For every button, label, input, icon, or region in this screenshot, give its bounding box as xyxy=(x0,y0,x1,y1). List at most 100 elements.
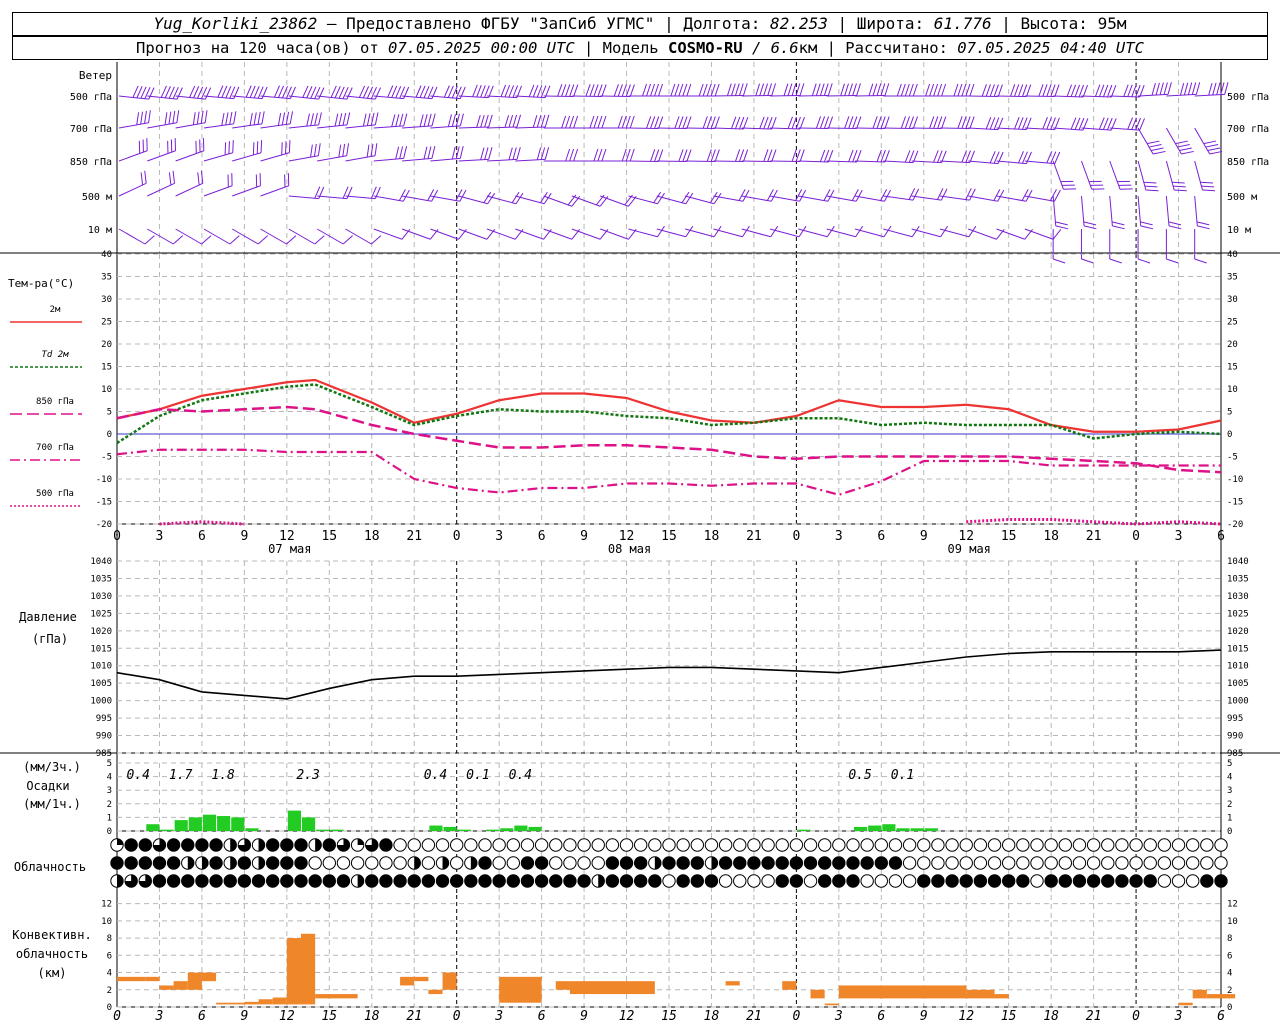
y-tick-label: 995 xyxy=(96,714,112,724)
wind-barb xyxy=(628,83,664,97)
wind-barb xyxy=(854,83,890,97)
cloud-symbol xyxy=(577,856,591,870)
wind-barb xyxy=(515,191,552,205)
y-tick-label-right: 985 xyxy=(1227,749,1243,759)
wind-barb xyxy=(345,112,379,129)
cloud-symbol xyxy=(775,856,789,870)
cloud-symbol xyxy=(549,838,563,852)
y-tick-label-right: 0 xyxy=(1227,430,1232,440)
cloud-symbol xyxy=(365,856,379,870)
cloud-symbol xyxy=(676,874,690,888)
wind-level-label-right: 10 м xyxy=(1227,225,1251,236)
wind-level-label-right: 850 гПа xyxy=(1227,157,1269,168)
x-tick-label: 6 xyxy=(538,529,546,544)
wind-barb xyxy=(854,225,892,238)
cloud-symbol xyxy=(690,838,705,852)
wind-barb xyxy=(402,85,438,100)
cloud-symbol xyxy=(280,874,294,888)
cloud-symbol xyxy=(478,838,492,852)
precip-bar xyxy=(486,829,500,831)
cloud-symbol xyxy=(704,874,719,888)
cloud-symbol xyxy=(1030,838,1044,852)
convective-bar xyxy=(782,981,797,990)
wind-barb xyxy=(826,189,863,202)
model-label: | Модель xyxy=(574,39,668,57)
title-bar: Yug_Korliki_23862 – Предоставлено ФГБУ "… xyxy=(12,12,1268,36)
cloud-symbol xyxy=(987,874,1002,888)
wind-barb xyxy=(1165,195,1182,230)
wind-barb xyxy=(628,149,664,163)
wind-barb xyxy=(1024,189,1061,202)
x-tick-label: 6 xyxy=(1217,529,1225,544)
cloud-symbol xyxy=(563,838,577,852)
wind-barb xyxy=(1165,229,1179,264)
cloud-symbol xyxy=(379,874,393,888)
cloud-half xyxy=(711,856,718,870)
cloud-symbol xyxy=(605,856,620,870)
wind-barb xyxy=(373,113,408,129)
convective-bar xyxy=(1178,1002,1193,1006)
cloud-symbol xyxy=(322,874,337,888)
x-tick-label: 9 xyxy=(920,529,928,544)
cloud-symbol xyxy=(1214,856,1228,870)
y-tick-label: 25 xyxy=(101,318,112,328)
y-tick-label: 1015 xyxy=(90,644,112,654)
wind-barb xyxy=(231,228,269,245)
cloud-symbol xyxy=(563,856,577,870)
convective-bar xyxy=(499,976,542,1003)
wind-barb xyxy=(883,116,918,130)
y-tick-label-right: 1035 xyxy=(1227,574,1249,584)
wind-barb xyxy=(854,116,890,130)
cloud-symbol xyxy=(633,856,648,870)
cloud-symbol xyxy=(110,856,124,870)
y-tick-label-right: 8 xyxy=(1227,934,1232,944)
precip-bar xyxy=(500,828,514,831)
cloud-symbol xyxy=(1157,856,1172,870)
wind-barb xyxy=(1194,82,1229,97)
wind-barb xyxy=(883,225,920,238)
precip-bar xyxy=(287,810,301,831)
wind-barb xyxy=(147,110,180,129)
cloud-symbol xyxy=(421,856,436,870)
wind-barb xyxy=(1137,229,1151,264)
y-tick-label: 0 xyxy=(107,430,112,440)
convective-bar xyxy=(810,989,825,999)
wind-barb xyxy=(911,225,948,238)
forecast-info-bar: Прогноз на 120 часа(ов) от 07.05.2025 00… xyxy=(12,36,1268,60)
wind-barb xyxy=(345,228,382,245)
y-tick-label: 0 xyxy=(107,1003,112,1013)
cloud-symbol xyxy=(464,838,478,852)
cloud-symbol xyxy=(747,838,761,852)
wind-barb xyxy=(373,145,408,162)
wind-barb xyxy=(1109,229,1122,264)
wind-barb xyxy=(232,85,268,100)
cloud-symbol xyxy=(846,874,860,888)
cloud-symbol xyxy=(733,838,747,852)
wind-barb xyxy=(1052,160,1077,190)
cloud-symbol xyxy=(534,856,549,870)
cloud-symbol xyxy=(1200,874,1214,888)
convective-bar xyxy=(272,997,287,1005)
wind-barb xyxy=(175,110,208,129)
wind-barb xyxy=(713,116,749,130)
cloud-symbol xyxy=(817,838,832,852)
x-tick-label-bottom: 6 xyxy=(877,1009,885,1024)
y-tick-label: 40 xyxy=(101,250,112,260)
cloud-symbol xyxy=(747,856,761,870)
cloud-symbol xyxy=(449,856,464,870)
cloud-symbol xyxy=(733,856,747,870)
precip-bar xyxy=(174,820,188,831)
cloud-symbol xyxy=(718,856,733,870)
cloud-symbol xyxy=(733,874,747,888)
y-tick-label: 6 xyxy=(107,951,112,961)
cloud-symbol xyxy=(1200,838,1214,852)
wind-barb xyxy=(203,140,234,162)
wind-barb xyxy=(1109,117,1145,131)
wind-barb xyxy=(600,115,635,129)
wind-barb xyxy=(798,189,835,202)
wind-barb xyxy=(458,147,493,162)
wind-barb xyxy=(515,114,550,129)
wind-barb xyxy=(996,84,1032,98)
wind-barb xyxy=(798,116,834,130)
